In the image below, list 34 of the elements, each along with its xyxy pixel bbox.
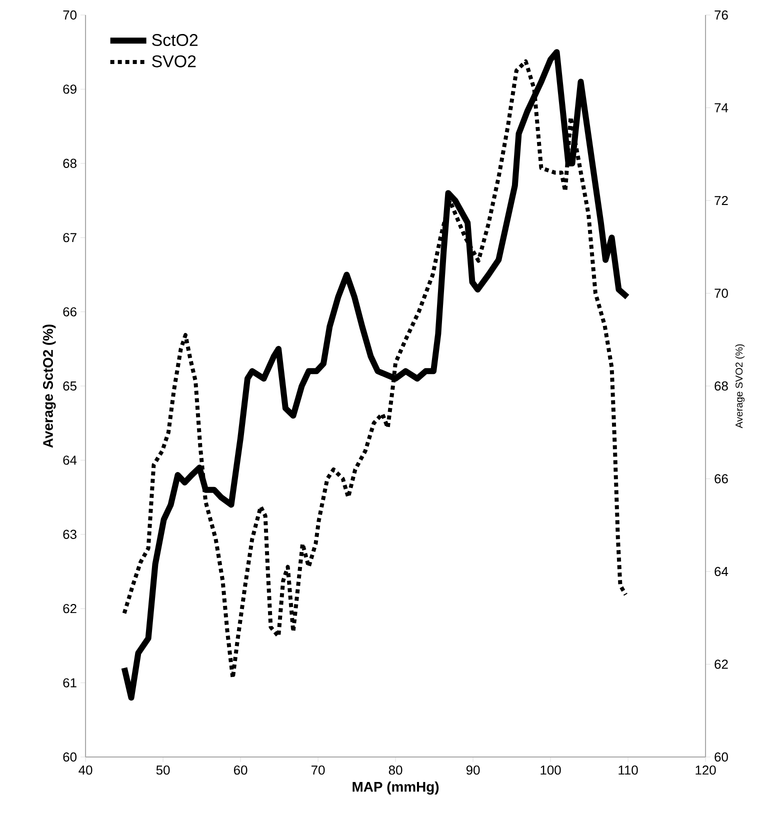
y-tick-label: 68 [64,158,77,168]
y-tick-label: 69 [64,84,77,94]
x-tick-label: 40 [78,766,92,775]
y-tick-label: 67 [64,233,77,242]
y-tick-label: 60 [64,752,77,762]
legend-label: SctO2 [152,34,198,46]
x-tick-label: 100 [540,766,562,775]
y-tick-label: 62 [64,604,77,614]
y-tick-label: 65 [64,381,77,391]
x-tick-label: 80 [389,766,402,775]
y2-tick-label: 60 [714,752,728,762]
y2-tick-label: 72 [714,196,728,206]
y2-tick-label: 66 [714,474,728,484]
y-tick-label: 64 [64,456,77,465]
x-tick-label: 90 [466,766,480,775]
x-tick-label: 70 [312,766,325,775]
y-tick-label: 70 [64,10,77,20]
y2-tick-label: 64 [714,566,728,576]
x-axis-title: MAP (mmHg) [352,782,439,795]
y-tick-label: 66 [64,307,77,316]
x-tick-label: 110 [618,766,638,775]
y2-tick-label: 70 [714,288,728,298]
y2-tick-label: 74 [714,103,728,112]
x-tick-label: 60 [234,766,248,775]
y2-tick-label: 76 [714,10,728,20]
y2-tick-label: 68 [714,381,728,391]
y-tick-label: 63 [64,530,77,539]
x-tick-label: 120 [696,766,716,775]
y-tick-label: 61 [64,678,77,688]
x-tick-label: 50 [156,766,170,775]
legend-label: SVO2 [152,55,196,68]
y2-axis-title: Average SVO2 (%) [736,344,745,428]
y2-tick-label: 62 [714,660,728,669]
y-axis-title: Average SctO2 (%) [42,324,56,448]
